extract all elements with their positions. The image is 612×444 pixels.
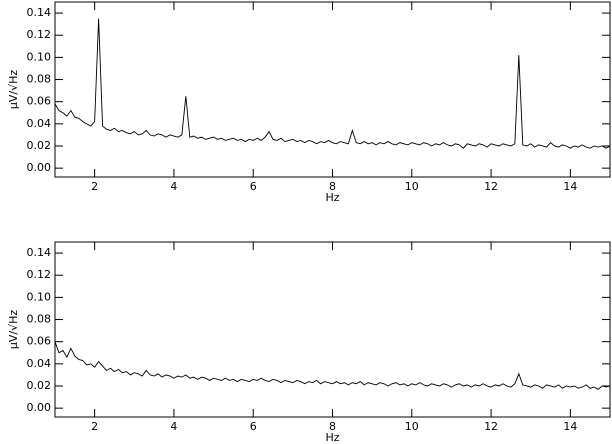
x-tick-label: 6 xyxy=(250,180,257,193)
y-axis-label: μV/√Hz xyxy=(7,310,20,350)
x-tick-label: 2 xyxy=(91,180,98,193)
y-tick-label: 0.06 xyxy=(27,95,52,108)
x-tick-label: 4 xyxy=(170,180,177,193)
y-tick-label: 0.04 xyxy=(27,117,52,130)
y-tick-label: 0.12 xyxy=(27,268,52,281)
x-tick-label: 8 xyxy=(329,180,336,193)
spectrum-line xyxy=(54,18,611,149)
y-tick-label: 0.02 xyxy=(27,139,52,152)
y-tick-label: 0.10 xyxy=(27,50,52,63)
x-tick-label: 4 xyxy=(170,420,177,433)
x-tick-label: 2 xyxy=(91,420,98,433)
y-tick-label: 0.14 xyxy=(27,6,52,19)
spectrum-line xyxy=(54,341,611,390)
plot-frame xyxy=(54,1,611,178)
y-tick-label: 0.00 xyxy=(27,401,52,414)
x-tick-label: 10 xyxy=(405,420,419,433)
y-tick-label: 0.00 xyxy=(27,161,52,174)
x-tick-label: 6 xyxy=(250,420,257,433)
x-tick-label: 8 xyxy=(329,420,336,433)
y-tick-label: 0.12 xyxy=(27,28,52,41)
y-tick-label: 0.04 xyxy=(27,357,52,370)
x-axis-label: Hz xyxy=(325,431,339,444)
y-tick-label: 0.06 xyxy=(27,335,52,348)
x-tick-label: 12 xyxy=(484,420,498,433)
x-tick-label: 14 xyxy=(563,420,577,433)
x-axis-label: Hz xyxy=(325,191,339,204)
x-tick-label: 14 xyxy=(563,180,577,193)
y-axis-label: μV/√Hz xyxy=(7,70,20,110)
x-tick-label: 12 xyxy=(484,180,498,193)
plot-frame xyxy=(54,241,611,418)
y-tick-label: 0.02 xyxy=(27,379,52,392)
y-tick-label: 0.08 xyxy=(27,313,52,326)
y-tick-label: 0.10 xyxy=(27,290,52,303)
x-tick-label: 10 xyxy=(405,180,419,193)
y-tick-label: 0.08 xyxy=(27,73,52,86)
y-tick-label: 0.14 xyxy=(27,246,52,259)
